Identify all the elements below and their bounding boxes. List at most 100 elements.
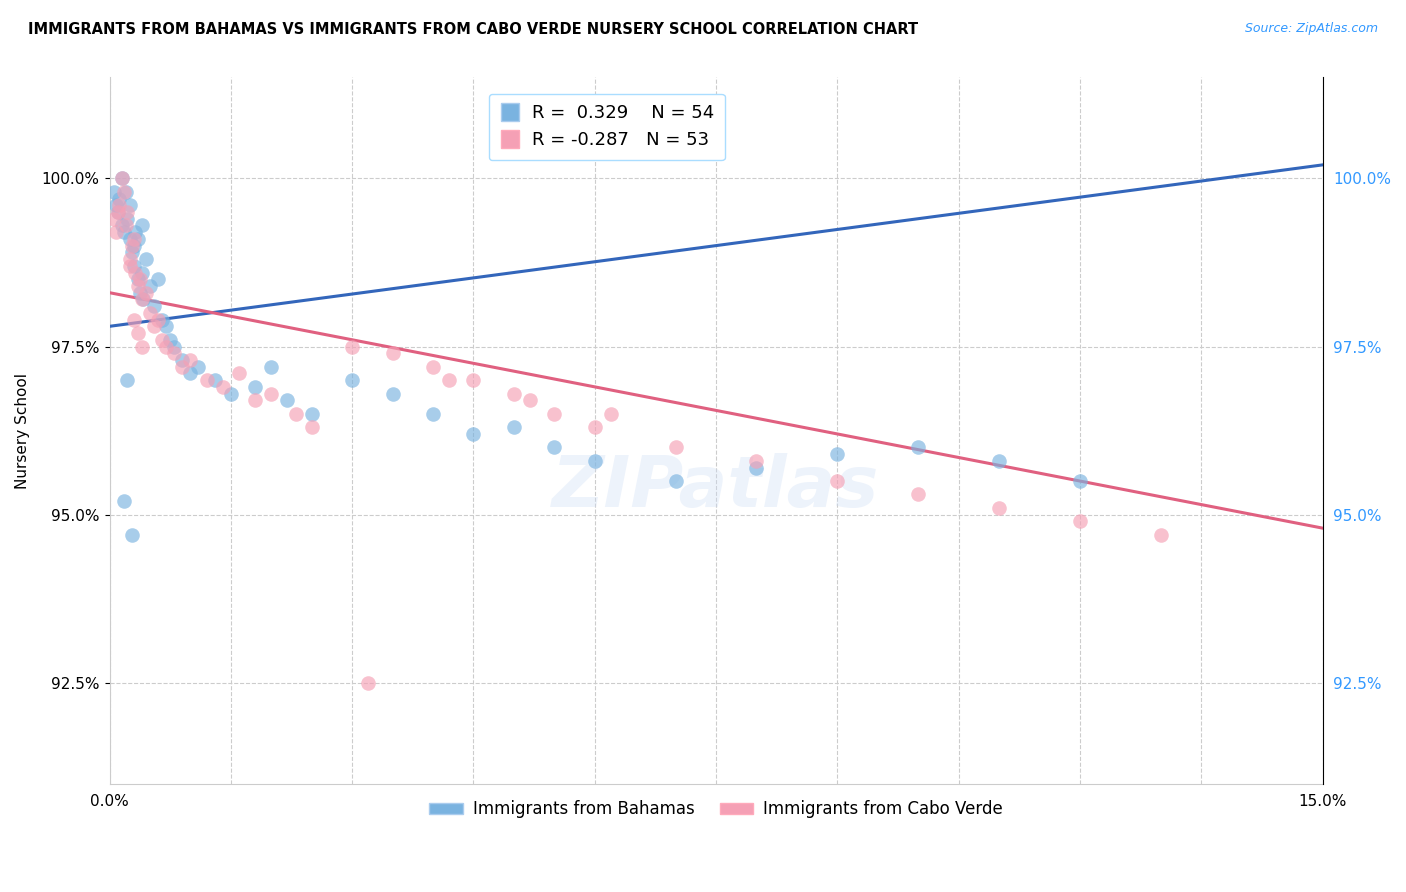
Point	[172, 359, 194, 374]
Point	[340, 339, 363, 353]
Point	[122, 259, 145, 273]
Point	[150, 333, 173, 347]
Point	[463, 373, 485, 387]
Point	[118, 198, 141, 212]
Point	[107, 205, 129, 219]
Point	[276, 393, 298, 408]
Point	[114, 219, 136, 233]
Point	[219, 386, 242, 401]
Point	[159, 333, 181, 347]
Point	[146, 272, 169, 286]
Point	[260, 386, 283, 401]
Point	[118, 259, 141, 273]
Point	[103, 185, 125, 199]
Point	[907, 441, 929, 455]
Point	[146, 312, 169, 326]
Point	[131, 219, 153, 233]
Point	[228, 367, 250, 381]
Point	[132, 293, 155, 307]
Point	[150, 312, 173, 326]
Point	[543, 407, 565, 421]
Point	[422, 359, 444, 374]
Point	[907, 487, 929, 501]
Point	[502, 420, 524, 434]
Point	[105, 198, 128, 212]
Point	[108, 192, 131, 206]
Point	[502, 386, 524, 401]
Point	[122, 232, 145, 246]
Point	[543, 441, 565, 455]
Point	[111, 171, 134, 186]
Point	[118, 232, 141, 246]
Point	[131, 266, 153, 280]
Point	[243, 380, 266, 394]
Point	[129, 285, 152, 300]
Point	[381, 346, 404, 360]
Point	[172, 353, 194, 368]
Point	[600, 407, 623, 421]
Point	[179, 353, 201, 368]
Point	[112, 494, 135, 508]
Point	[112, 225, 135, 239]
Point	[117, 205, 139, 219]
Y-axis label: Nursery School: Nursery School	[15, 373, 30, 489]
Point	[422, 407, 444, 421]
Point	[381, 386, 404, 401]
Point	[463, 426, 485, 441]
Point	[121, 245, 143, 260]
Point	[124, 225, 146, 239]
Point	[988, 500, 1011, 515]
Point	[135, 252, 157, 266]
Point	[665, 474, 688, 488]
Text: Source: ZipAtlas.com: Source: ZipAtlas.com	[1244, 22, 1378, 36]
Legend: Immigrants from Bahamas, Immigrants from Cabo Verde: Immigrants from Bahamas, Immigrants from…	[423, 794, 1010, 825]
Point	[124, 266, 146, 280]
Point	[111, 219, 134, 233]
Point	[827, 474, 849, 488]
Point	[155, 319, 177, 334]
Point	[260, 359, 283, 374]
Point	[127, 326, 149, 340]
Point	[583, 420, 606, 434]
Point	[1069, 515, 1091, 529]
Point	[127, 272, 149, 286]
Point	[131, 339, 153, 353]
Point	[127, 232, 149, 246]
Point	[195, 373, 218, 387]
Point	[105, 225, 128, 239]
Point	[437, 373, 460, 387]
Point	[187, 359, 209, 374]
Text: IMMIGRANTS FROM BAHAMAS VS IMMIGRANTS FROM CABO VERDE NURSERY SCHOOL CORRELATION: IMMIGRANTS FROM BAHAMAS VS IMMIGRANTS FR…	[28, 22, 918, 37]
Point	[519, 393, 541, 408]
Point	[179, 367, 201, 381]
Point	[103, 211, 125, 226]
Point	[143, 319, 166, 334]
Point	[827, 447, 849, 461]
Point	[163, 346, 186, 360]
Point	[204, 373, 226, 387]
Point	[111, 171, 134, 186]
Point	[121, 528, 143, 542]
Point	[122, 312, 145, 326]
Point	[108, 198, 131, 212]
Point	[139, 279, 162, 293]
Point	[745, 460, 768, 475]
Point	[117, 211, 139, 226]
Text: ZIPatlas: ZIPatlas	[553, 452, 880, 522]
Point	[988, 454, 1011, 468]
Point	[284, 407, 307, 421]
Point	[139, 306, 162, 320]
Point	[211, 380, 233, 394]
Point	[127, 279, 149, 293]
Point	[340, 373, 363, 387]
Point	[1150, 528, 1173, 542]
Point	[1069, 474, 1091, 488]
Point	[243, 393, 266, 408]
Point	[122, 238, 145, 252]
Point	[301, 407, 323, 421]
Point	[665, 441, 688, 455]
Point	[121, 238, 143, 252]
Point	[107, 205, 129, 219]
Point	[357, 676, 380, 690]
Point	[117, 373, 139, 387]
